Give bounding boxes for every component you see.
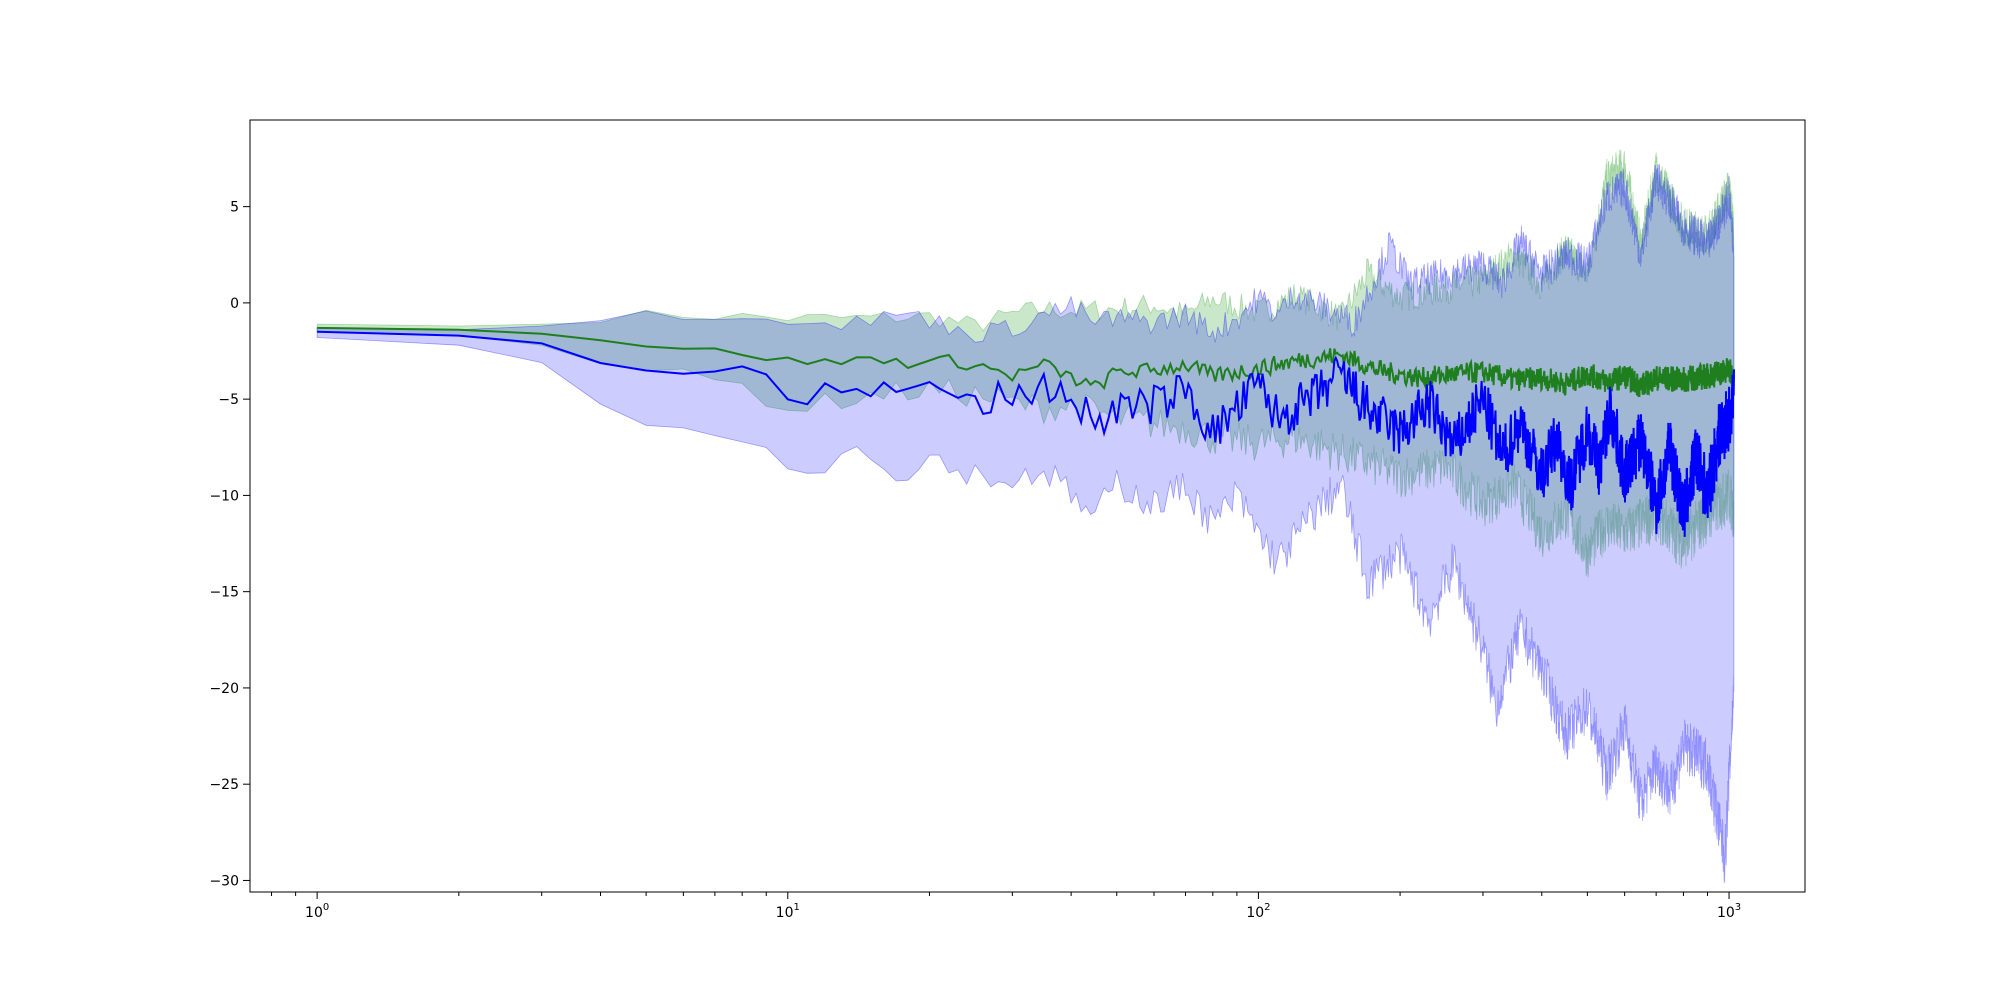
series-lines <box>317 326 1735 537</box>
y-tick-label: −25 <box>209 777 239 793</box>
y-tick-label: −30 <box>209 873 239 889</box>
confidence-bands <box>316 149 1735 884</box>
series-1-band <box>316 163 1735 884</box>
x-tick-label-base: 10 <box>1246 905 1264 921</box>
x-tick-label-base: 10 <box>305 905 323 921</box>
y-tick-label: −20 <box>209 681 239 697</box>
x-tick-label-exponent: 1 <box>794 902 800 913</box>
series-0-line <box>317 326 1735 398</box>
x-tick-label: 103 <box>1717 902 1741 921</box>
x-tick-label: 102 <box>1246 902 1270 921</box>
x-tick-label-base: 10 <box>776 905 794 921</box>
y-tick-label: 5 <box>230 200 239 216</box>
x-tick-label-exponent: 0 <box>323 902 329 913</box>
y-axis: 5 0 −5 −10 −15 −20 −25 −30 <box>209 200 250 889</box>
y-tick-label: 0 <box>230 296 239 312</box>
series-1-line <box>317 330 1735 537</box>
series-0-band <box>316 149 1735 578</box>
y-tick-label: −5 <box>218 392 239 408</box>
x-tick-label-base: 10 <box>1717 905 1735 921</box>
plot-area-frame <box>249 119 1806 893</box>
x-tick-label: 100 <box>305 902 329 921</box>
x-tick-label: 101 <box>776 902 800 921</box>
x-tick-label-exponent: 3 <box>1735 902 1741 913</box>
y-tick-label: −15 <box>209 585 239 601</box>
x-tick-label-exponent: 2 <box>1264 902 1270 913</box>
x-axis: 100 101 102 103 <box>271 892 1741 921</box>
y-tick-label: −10 <box>209 488 239 504</box>
